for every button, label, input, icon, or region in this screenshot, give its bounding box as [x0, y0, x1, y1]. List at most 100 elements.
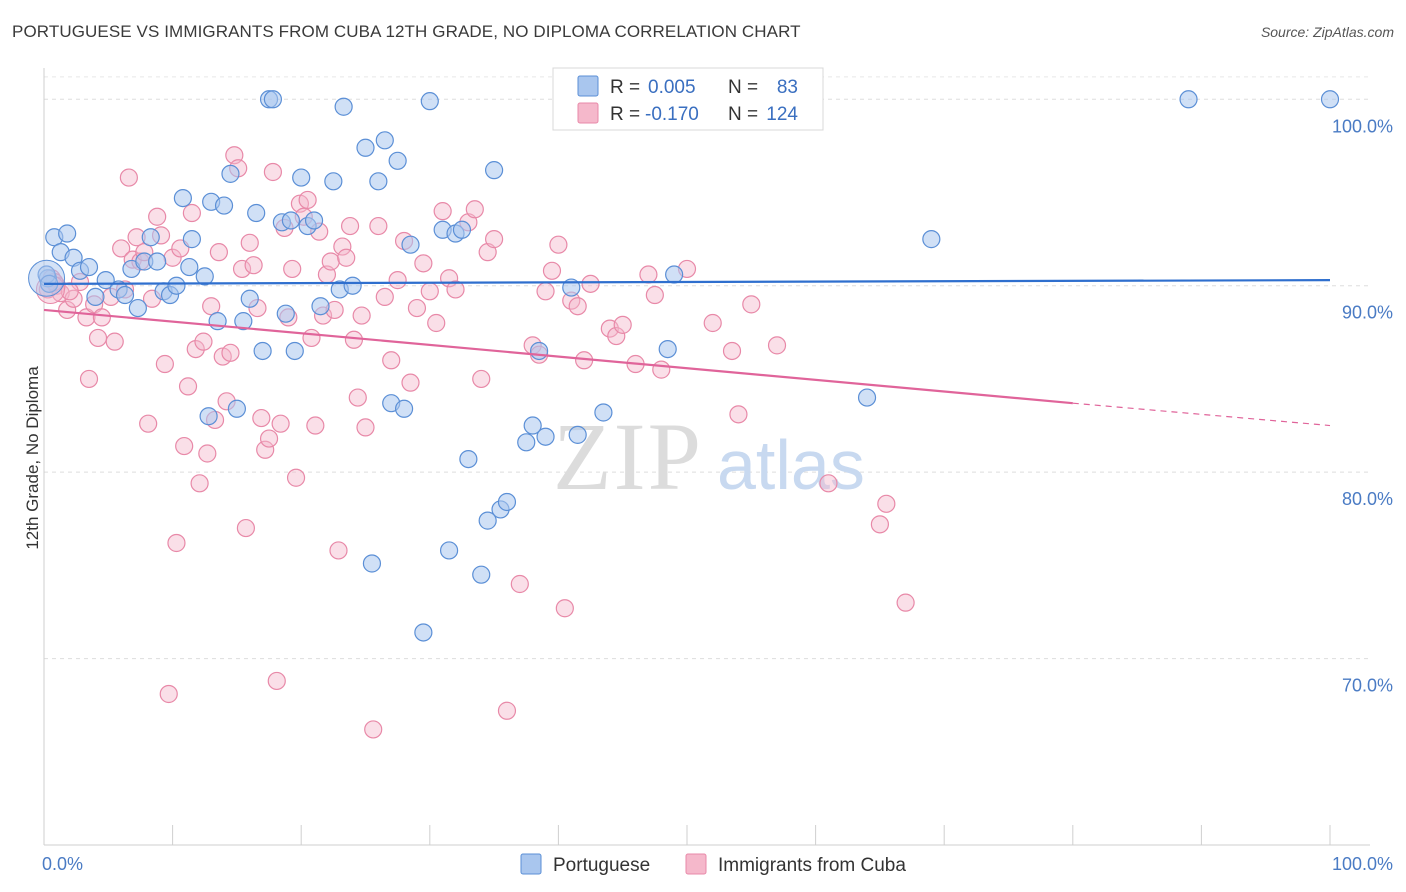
data-point-cuba [356, 418, 375, 437]
data-point-portuguese [362, 554, 382, 573]
x-tick-label: 0.0% [42, 854, 83, 874]
data-point-cuba [298, 190, 317, 210]
data-point-portuguese [1179, 90, 1198, 109]
data-point-cuba [190, 474, 209, 493]
data-point-cuba [329, 541, 348, 560]
data-point-cuba [182, 203, 201, 223]
data-point-cuba [348, 388, 367, 407]
data-point-portuguese [182, 230, 201, 249]
data-point-portuguese [281, 211, 301, 230]
legend-r-label: R = [610, 77, 640, 98]
data-point-portuguese [439, 541, 459, 560]
data-point-portuguese [285, 341, 304, 361]
data-point-cuba [510, 574, 529, 594]
data-point-portuguese [227, 399, 246, 418]
data-point-cuba [703, 313, 722, 333]
data-point-cuba [446, 280, 465, 299]
bottom-legend-swatch-portuguese [520, 853, 542, 875]
y-tick-label: 80.0% [1342, 489, 1393, 509]
data-point-portuguese [922, 230, 941, 249]
data-point-cuba [340, 216, 360, 236]
data-point-cuba [427, 313, 446, 333]
watermark-zip: ZIP [553, 403, 703, 510]
data-point-portuguese [195, 267, 214, 286]
trend-lines [43, 279, 1331, 427]
data-point-portuguese [167, 276, 186, 295]
data-point-cuba [382, 351, 401, 370]
data-point-cuba [198, 444, 217, 463]
data-point-cuba [244, 256, 263, 275]
y-tick-label: 90.0% [1342, 303, 1393, 323]
chart-title: PORTUGUESE VS IMMIGRANTS FROM CUBA 12TH … [12, 22, 801, 41]
data-point-cuba [267, 671, 286, 691]
data-point-portuguese [58, 224, 77, 243]
legend-r-value: -0.170 [645, 104, 699, 125]
data-point-portuguese [459, 449, 478, 469]
legend-swatch-cuba [577, 102, 599, 124]
data-point-portuguese [128, 298, 147, 318]
grid-lines [44, 76, 1370, 660]
data-point-cuba [433, 202, 452, 221]
data-point-cuba [896, 593, 915, 612]
data-point-cuba [870, 515, 890, 534]
data-point-cuba [79, 369, 99, 389]
series-portuguese [28, 90, 1340, 642]
legend-r-label: R = [610, 104, 640, 125]
data-point-portuguese [658, 340, 677, 359]
data-point-cuba [259, 429, 279, 448]
data-point-cuba [232, 259, 252, 279]
data-point-cuba [283, 259, 302, 279]
data-point-cuba [568, 297, 587, 316]
legend-n-value: 124 [766, 104, 798, 125]
data-point-portuguese [536, 427, 555, 446]
data-point-portuguese [857, 388, 877, 407]
data-point-portuguese [497, 492, 517, 512]
data-point-cuba [613, 315, 632, 334]
data-point-cuba [369, 216, 388, 236]
data-point-cuba [364, 720, 383, 739]
data-point-cuba [536, 282, 555, 301]
data-point-cuba [414, 254, 433, 273]
data-point-portuguese [414, 623, 433, 642]
data-point-cuba [555, 599, 574, 618]
legend-swatch-portuguese [577, 75, 599, 97]
source-label: Source: ZipAtlas.com [1260, 24, 1394, 40]
data-point-cuba [877, 494, 896, 513]
data-point-portuguese [334, 97, 353, 116]
trend-line-cuba [43, 308, 1073, 405]
data-point-portuguese [276, 304, 295, 323]
data-point-cuba [542, 261, 562, 280]
data-point-cuba [337, 248, 356, 267]
data-point-portuguese [369, 172, 388, 191]
data-point-portuguese [79, 257, 99, 277]
data-point-portuguese [394, 399, 414, 418]
data-point-cuba [240, 233, 259, 252]
data-point-cuba [742, 295, 761, 314]
data-point-cuba [485, 230, 504, 249]
data-point-cuba [105, 332, 124, 351]
legend-r-value: 0.005 [648, 77, 696, 98]
data-point-portuguese [240, 289, 259, 308]
data-point-portuguese [234, 312, 253, 331]
data-point-cuba [167, 533, 186, 553]
bottom-legend-cuba: Immigrants from Cuba [718, 855, 906, 876]
data-point-portuguese [86, 287, 105, 306]
data-point-portuguese [517, 433, 536, 452]
y-tick-label: 70.0% [1342, 676, 1393, 696]
data-point-cuba [729, 405, 748, 424]
watermark-atlas: atlas [717, 426, 865, 504]
data-point-cuba [607, 326, 626, 346]
data-point-portuguese [478, 511, 497, 530]
data-point-portuguese [530, 341, 549, 361]
data-point-portuguese [247, 203, 266, 223]
data-point-cuba [333, 237, 352, 256]
data-point-portuguese [420, 92, 439, 111]
data-point-portuguese [180, 257, 199, 277]
data-point-cuba [819, 474, 838, 493]
bottom-legend-portuguese: Portuguese [553, 855, 650, 876]
data-point-cuba [321, 252, 340, 271]
data-point-cuba [652, 360, 671, 379]
data-point-cuba [263, 162, 283, 182]
data-point-cuba [549, 235, 568, 254]
